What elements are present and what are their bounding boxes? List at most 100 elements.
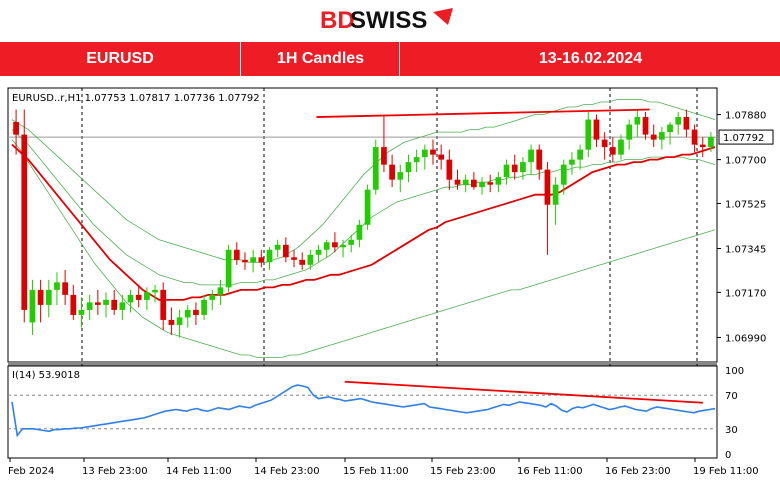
candle-body [209,294,216,300]
candle-body [299,259,306,265]
candle-body [152,289,158,293]
resistance-trend-line [316,108,650,118]
candle-body [413,157,420,163]
osc-y-tick-label: 70 [725,391,738,402]
candle-body [667,124,673,133]
candle-body [242,259,248,263]
x-tick-label: 14 Feb 11:00 [166,466,232,477]
candle-body [577,149,583,160]
oscillator-pane-frame [7,365,718,459]
x-tick-label: 13 Feb 23:00 [82,466,148,477]
y-tick-label: 1.07880 [725,111,766,122]
candle-body [381,147,387,165]
candle-body [274,244,281,250]
candle-body [650,134,657,140]
candle-body [601,139,608,148]
bollinger-upper-line [11,99,716,263]
candle-body [528,149,534,163]
candle-body [348,239,355,245]
candle-body [340,244,346,248]
candle-body [54,282,60,290]
pane-divider [8,362,717,366]
candle-body [487,182,494,185]
candle-body [266,249,273,263]
candle-body [708,137,714,148]
price-chart: EURUSD..r,H1 1.07753 1.07817 1.07736 1.0… [7,87,774,477]
x-tick-label: 14 Feb 23:00 [254,466,320,477]
candle-body [675,117,682,125]
candle-body [86,302,93,310]
banner-symbol: EURUSD [86,50,154,67]
x-tick-label: 16 Feb 23:00 [605,466,671,477]
candle-body [233,249,240,260]
price-pane: EURUSD..r,H1 1.07753 1.07817 1.07736 1.0… [7,87,774,458]
candle-body [144,292,150,300]
x-tick-label: 16 Feb 11:00 [517,466,583,477]
bollinger-lower-line [11,139,716,358]
candle-body [495,177,502,185]
candle-body [119,302,126,310]
candle-body [78,309,85,315]
candle-body [372,147,379,190]
candle-body [45,289,52,305]
candle-body [691,129,698,145]
oscillator-title: I(14) 53.9018 [12,370,80,381]
candle-body [135,294,142,300]
chart-banner: EURUSD 1H Candles 13-16.02.2024 [0,42,780,76]
candle-body [659,132,665,140]
candle-body [323,242,330,250]
candle-body [315,249,322,255]
last-price-label: 1.07792 [723,133,764,144]
candle-body [307,254,314,265]
candle-body [536,149,543,170]
candle-body [389,164,395,180]
osc-y-tick-label: 0 [725,450,731,461]
logo-text-bd: BD [320,7,355,34]
candle-body [37,289,44,305]
candle-body [184,309,191,318]
price-pane-title: EURUSD..r,H1 1.07753 1.07817 1.07736 1.0… [12,93,260,104]
candle-body [438,154,445,160]
candle-body [699,144,706,148]
candle-body [626,124,633,140]
candle-body [201,299,207,315]
candle-body [356,224,363,240]
candle-body [332,242,338,248]
time-axis: Feb 2024 13 Feb 23:00 14 Feb 11:00 14 Feb 2… [8,458,759,477]
candle-body [70,294,77,315]
candle-body [258,257,265,263]
candle-body [160,289,167,320]
banner-timeframe: 1H Candles [240,42,400,76]
y-tick-label: 1.06990 [725,333,766,344]
candle-body [282,244,289,258]
candle-body [462,179,469,185]
oscillator-pane: I(14) 53.9018 100 70 30 0 [7,365,744,461]
logo-text-swiss: SWISS [350,7,427,34]
candle-body [544,169,551,205]
candle-body [193,309,199,315]
y-tick-label: 1.07700 [725,156,766,167]
candle-body [683,117,690,130]
candle-body [291,257,297,260]
candle-body [511,164,518,173]
candle-body [364,189,371,225]
candle-body [552,184,559,205]
candle-body [585,119,592,150]
oscillator-trend-line [344,380,703,404]
brand-logo: BD SWISS [320,7,453,34]
bollinger-middle-line [11,129,716,286]
candle-body [470,179,477,188]
x-tick-label: 15 Feb 11:00 [343,466,409,477]
candle-body [634,117,641,125]
candle-body [560,164,567,185]
x-tick-label: 19 Feb 11:00 [693,466,759,477]
candle-body [569,159,575,165]
logo-arrow-icon [433,8,453,25]
candle-body [421,149,428,158]
candle-body [217,287,224,295]
candle-body [21,134,28,310]
y-tick-label: 1.07170 [725,288,766,299]
candle-body [225,249,232,288]
candle-body [62,282,68,295]
candle-body [454,179,461,185]
